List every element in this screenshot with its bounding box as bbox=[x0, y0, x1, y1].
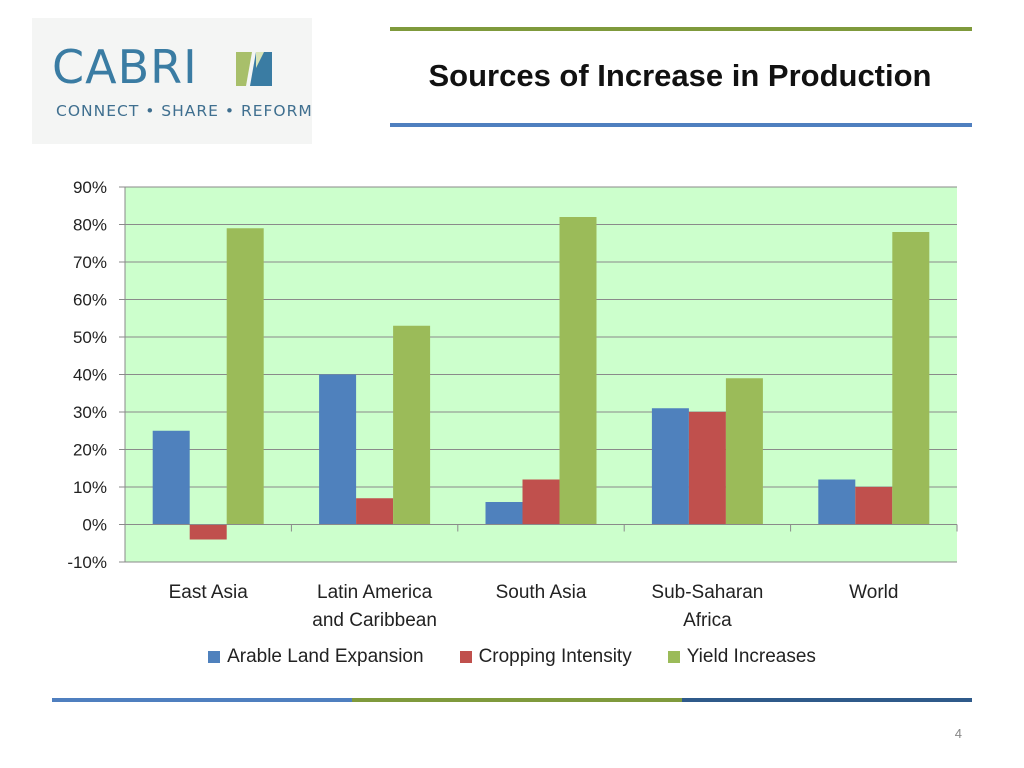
x-tick-label: Sub-Saharan bbox=[651, 582, 763, 603]
x-axis-labels: East Asia Latin America and Caribbean South… bbox=[169, 582, 899, 631]
y-tick-label: 20% bbox=[73, 441, 107, 460]
legend-label: Yield Increases bbox=[686, 646, 816, 667]
legend-label: Cropping Intensity bbox=[478, 646, 632, 667]
x-tick-label: South Asia bbox=[496, 582, 587, 603]
legend-item: Cropping Intensity bbox=[459, 646, 632, 668]
bar bbox=[892, 232, 930, 525]
logo: CABRI CONNECT • SHARE • REFORM bbox=[32, 18, 312, 144]
slide-title: Sources of Increase in Production bbox=[428, 58, 932, 93]
y-axis-labels: -10% 0% 10% 20% 30% 40% 50% 60% 70% 80% 90% bbox=[67, 178, 107, 572]
legend-swatch bbox=[208, 651, 221, 663]
y-tick-label: 10% bbox=[73, 478, 107, 497]
bar bbox=[319, 374, 357, 525]
bar bbox=[522, 479, 560, 525]
title-rule-top bbox=[390, 27, 972, 31]
footer-rule-olive bbox=[352, 698, 682, 702]
legend-swatch bbox=[667, 651, 680, 663]
y-tick-label: 30% bbox=[73, 403, 107, 422]
logo-tagline: CONNECT • SHARE • REFORM bbox=[56, 102, 313, 120]
y-tick-label: 70% bbox=[73, 253, 107, 272]
bar bbox=[725, 378, 763, 525]
x-tick-label: Latin America bbox=[317, 582, 433, 603]
bar bbox=[688, 412, 726, 525]
bar bbox=[485, 502, 523, 525]
y-tick-label: 40% bbox=[73, 366, 107, 385]
bar bbox=[356, 498, 394, 525]
y-tick-label: 50% bbox=[73, 328, 107, 347]
x-tick-label: World bbox=[849, 582, 898, 603]
bar bbox=[393, 325, 431, 525]
page-number: 4 bbox=[954, 726, 962, 741]
x-tick-label: East Asia bbox=[169, 582, 249, 603]
y-tick-label: 90% bbox=[73, 178, 107, 197]
footer-rule-blue bbox=[52, 698, 352, 702]
title-rule-bottom bbox=[390, 123, 972, 127]
y-tick-label: 80% bbox=[73, 216, 107, 235]
legend-swatch bbox=[459, 651, 472, 663]
logo-mark-icon bbox=[236, 52, 272, 86]
legend-item: Arable Land Expansion bbox=[208, 646, 424, 668]
bar bbox=[226, 228, 264, 525]
legend-item: Yield Increases bbox=[667, 646, 816, 668]
y-tick-label: -10% bbox=[67, 553, 107, 572]
legend-label: Arable Land Expansion bbox=[227, 646, 424, 667]
x-tick-label: Africa bbox=[683, 610, 732, 631]
bar bbox=[651, 408, 689, 525]
bar bbox=[818, 479, 856, 525]
logo-wordmark: CABRI bbox=[52, 40, 198, 94]
footer-rule-navy bbox=[682, 698, 972, 702]
legend: Arable Land Expansion Cropping Intensity Y… bbox=[0, 646, 1024, 668]
bar bbox=[152, 430, 190, 525]
axes bbox=[119, 186, 958, 563]
bar bbox=[559, 217, 597, 525]
y-tick-label: 60% bbox=[73, 291, 107, 310]
bar bbox=[855, 487, 893, 525]
x-tick-label: and Caribbean bbox=[312, 610, 437, 631]
bar-chart: -10% 0% 10% 20% 30% 40% 50% 60% 70% 80% 90% East A… bbox=[67, 178, 958, 631]
y-tick-label: 0% bbox=[82, 516, 107, 535]
bar bbox=[189, 524, 227, 540]
bars bbox=[152, 217, 930, 540]
